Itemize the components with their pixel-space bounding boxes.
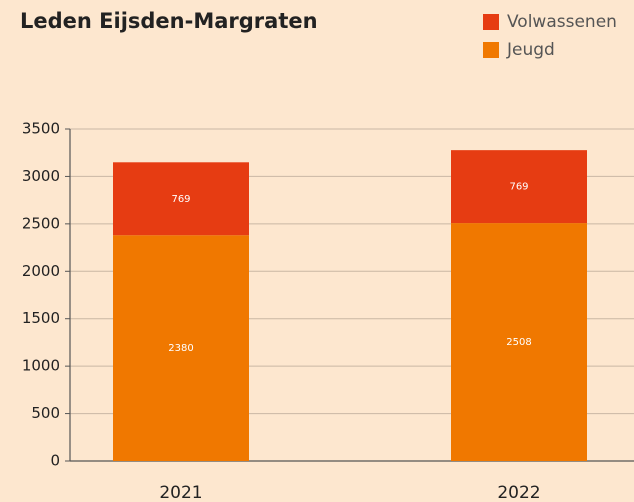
data-label: 769 <box>509 182 528 193</box>
y-tick-label: 500 <box>31 404 60 422</box>
y-tick-label: 1000 <box>22 357 60 375</box>
legend-swatch <box>483 42 499 58</box>
bar-segment <box>113 162 249 236</box>
data-label: 2508 <box>506 337 531 348</box>
y-tick-label: 2000 <box>22 262 60 280</box>
legend-label: Volwassenen <box>507 12 617 32</box>
chart-title: Leden Eijsden-Margraten <box>20 9 318 33</box>
y-tick-label: 2500 <box>22 214 60 232</box>
y-tick-label: 3500 <box>22 120 60 138</box>
bar-segment <box>113 235 249 461</box>
x-tick-label: 2021 <box>159 483 202 502</box>
legend-swatch <box>483 14 499 30</box>
y-tick-label: 1500 <box>22 309 60 327</box>
y-tick-label: 3000 <box>22 167 60 185</box>
y-tick-label: 0 <box>50 452 60 470</box>
data-label: 2380 <box>168 343 193 354</box>
bar-segment <box>451 150 587 224</box>
legend-label: Jeugd <box>506 40 555 60</box>
data-label: 769 <box>171 194 190 205</box>
bar-segment <box>451 223 587 461</box>
x-tick-label: 2022 <box>497 483 540 502</box>
